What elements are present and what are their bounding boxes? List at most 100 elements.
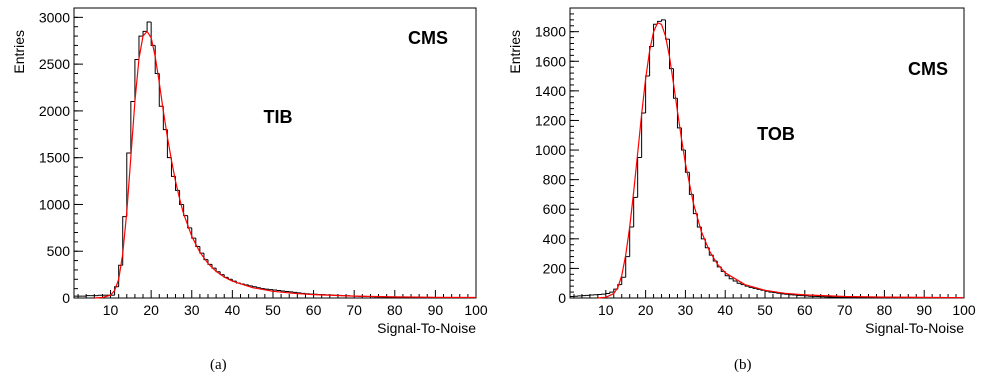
histogram-bin [252, 285, 257, 288]
y-tick-label: 1200 [535, 112, 566, 128]
y-tick-label: 2500 [39, 56, 70, 72]
y-axis-label: Entries [11, 30, 27, 74]
histogram-bin [142, 30, 148, 37]
x-tick-label: 30 [184, 302, 200, 318]
x-tick-label: 100 [464, 302, 488, 318]
histogram-chart-a: 10 20 30 40 50 60 70 80 90 1000500100015002000250… [11, 7, 488, 336]
histogram-bin [150, 22, 156, 46]
chart-panel-a: 10 20 30 40 50 60 70 80 90 100 0 500 1000 1500 2000 250… [0, 0, 497, 379]
histogram-bin [130, 101, 135, 153]
x-tick-label: 10 [103, 302, 119, 318]
histogram-bin [191, 227, 196, 239]
detector-label: TIB [264, 107, 293, 127]
x-tick-label: 20 [638, 302, 654, 318]
x-axis-label: Signal-To-Noise [865, 320, 964, 336]
histogram-bin [637, 156, 642, 198]
histogram-bin [653, 23, 658, 47]
histogram-bin [780, 293, 785, 295]
x-tick-label: 20 [143, 302, 159, 318]
histogram-bin [134, 58, 139, 102]
x-tick-label: 60 [797, 302, 813, 318]
histogram-bin [256, 286, 261, 289]
histogram-bin [248, 284, 253, 287]
y-tick-label: 200 [543, 260, 567, 276]
x-tick-label: 80 [877, 302, 893, 318]
caption-b: (b) [734, 357, 752, 373]
x-tick-label: 30 [678, 302, 694, 318]
histogram-bin [146, 21, 152, 32]
histogram-bin [728, 275, 734, 280]
x-tick-label: 60 [306, 302, 322, 318]
y-tick-label: 1000 [535, 142, 566, 158]
histogram-bin [569, 296, 574, 298]
y-tick-label: 500 [47, 243, 71, 259]
plot-frame [569, 7, 965, 299]
x-tick-label: 50 [757, 302, 773, 318]
x-tick-label: 70 [837, 302, 853, 318]
x-tick-label: 50 [265, 302, 281, 318]
x-axis-label: Signal-To-Noise [377, 320, 476, 336]
y-tick-label: 0 [558, 290, 566, 306]
y-tick-label: 3000 [39, 9, 70, 25]
y-tick-label: 1800 [535, 24, 566, 40]
x-tick-label: 90 [428, 302, 444, 318]
histogram-bin [772, 292, 777, 294]
histogram-bin [609, 291, 614, 294]
cms-label: CMS [908, 59, 948, 79]
histogram-bin [203, 253, 208, 261]
histogram-chart-b: 10 20 30 40 50 60 70 80 90 1000200400600800100012… [507, 7, 976, 336]
histogram-bins [73, 21, 476, 299]
histogram-bin [649, 45, 654, 77]
x-tick-label: 100 [952, 302, 976, 318]
histogram-bins [569, 19, 964, 299]
y-tick-label: 1600 [535, 53, 566, 69]
y-tick-label: 400 [543, 231, 567, 247]
y-tick-label: 1000 [39, 196, 70, 212]
y-tick-label: 1500 [39, 150, 70, 166]
histogram-bin [645, 75, 650, 114]
detector-label: TOB [757, 124, 795, 144]
histogram-bin [179, 190, 184, 205]
histogram-bin [260, 287, 265, 290]
histogram-bin [661, 19, 666, 22]
histogram-bin [641, 112, 646, 158]
histogram-bin [629, 226, 634, 257]
histogram-bin [187, 215, 192, 229]
histogram-bin [625, 256, 630, 278]
y-tick-label: 800 [543, 172, 567, 188]
histogram-bin [114, 286, 119, 296]
histogram-bin [732, 278, 738, 282]
histogram-bin [748, 286, 754, 288]
histogram-bin [195, 238, 200, 248]
histogram-bin [740, 283, 746, 286]
x-tick-label: 90 [916, 302, 932, 318]
y-tick-label: 1400 [535, 83, 566, 99]
histogram-bin [207, 259, 213, 265]
y-tick-label: 600 [543, 201, 567, 217]
histogram-bin [621, 276, 626, 285]
histogram-bin [684, 150, 690, 173]
fit-curve [94, 30, 477, 299]
caption-a: (a) [210, 357, 227, 373]
histogram-bin [633, 196, 638, 227]
histogram-bin [776, 292, 781, 294]
histogram-bin [668, 39, 674, 70]
plot-frame [73, 7, 477, 299]
histogram-bin [126, 152, 131, 217]
chart-panel-b: 10 20 30 40 50 60 70 80 90 100 0 200 400 600 800 1000 12… [498, 0, 995, 379]
y-tick-label: 2000 [39, 103, 70, 119]
histogram-bin [138, 35, 144, 60]
histogram-bin [605, 293, 610, 295]
y-tick-label: 0 [62, 290, 70, 306]
x-tick-label: 40 [717, 302, 733, 318]
x-tick-label: 40 [225, 302, 241, 318]
histogram-bin [752, 287, 758, 289]
x-tick-label: 80 [387, 302, 403, 318]
histogram-bin [183, 204, 188, 217]
histogram-bin [73, 295, 79, 298]
histogram-bin [736, 280, 742, 284]
fit-curve [597, 22, 965, 299]
cms-label: CMS [408, 28, 448, 48]
y-axis-label: Entries [507, 30, 523, 74]
x-tick-label: 10 [598, 302, 614, 318]
